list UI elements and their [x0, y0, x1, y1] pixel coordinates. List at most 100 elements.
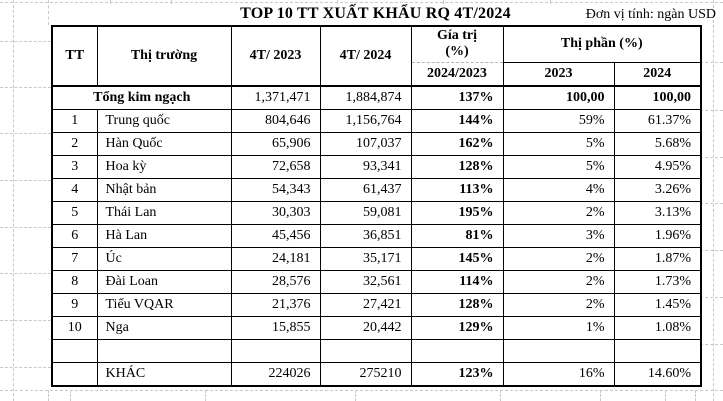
cell-tt[interactable]: 6 — [51, 223, 98, 248]
cell-tt[interactable]: 9 — [51, 292, 98, 317]
cell-value-2023[interactable]: 21,376 — [230, 292, 321, 317]
cell-share-2023[interactable]: 4% — [502, 177, 615, 202]
cell-tt[interactable]: 5 — [51, 200, 98, 225]
cell-value-2023[interactable] — [230, 338, 321, 363]
col-header-value-pct[interactable]: Gía trị (%) — [410, 25, 504, 63]
cell-share-2023[interactable]: 16% — [502, 361, 615, 387]
cell-growth-pct[interactable]: 114% — [410, 269, 504, 294]
cell-share-2024[interactable]: 61.37% — [613, 108, 702, 133]
cell-share-2023[interactable]: 5% — [502, 154, 615, 179]
col-header-share-2024[interactable]: 2024 — [613, 61, 702, 87]
cell-share-2024[interactable]: 1.08% — [613, 315, 702, 340]
cell-share-2024[interactable]: 100,00 — [613, 85, 702, 110]
cell-market[interactable]: Nhật bản — [96, 177, 232, 202]
cell-market[interactable]: Úc — [96, 246, 232, 271]
cell-share-2024[interactable]: 1.96% — [613, 223, 702, 248]
cell-value-2023[interactable]: 30,303 — [230, 200, 321, 225]
cell-value-2023[interactable]: 45,456 — [230, 223, 321, 248]
cell-share-2024[interactable]: 14.60% — [613, 361, 702, 387]
cell-market[interactable]: Hà Lan — [96, 223, 232, 248]
cell-value-2024[interactable]: 1,884,874 — [319, 85, 412, 110]
cell-growth-pct[interactable]: 128% — [410, 292, 504, 317]
col-header-share-pct[interactable]: Thị phần (%) — [502, 25, 702, 63]
cell-tt[interactable]: 3 — [51, 154, 98, 179]
cell-share-2023[interactable]: 59% — [502, 108, 615, 133]
cell-growth-pct[interactable]: 137% — [410, 85, 504, 110]
cell-value-2023[interactable]: 15,855 — [230, 315, 321, 340]
cell-share-2023[interactable]: 2% — [502, 246, 615, 271]
cell-growth-pct[interactable]: 145% — [410, 246, 504, 271]
col-header-share-2023[interactable]: 2023 — [502, 61, 615, 87]
cell-share-2023[interactable]: 2% — [502, 269, 615, 294]
cell-growth-pct[interactable]: 144% — [410, 108, 504, 133]
cell-share-2024[interactable]: 1.45% — [613, 292, 702, 317]
cell-value-2024[interactable]: 275210 — [319, 361, 412, 387]
cell-tt[interactable] — [51, 361, 98, 387]
cell-market[interactable]: Tiểu VQAR — [96, 292, 232, 317]
cell-market[interactable]: Hàn Quốc — [96, 131, 232, 156]
cell-share-2023[interactable]: 2% — [502, 292, 615, 317]
cell-value-2023[interactable]: 65,906 — [230, 131, 321, 156]
col-header-tt[interactable]: TT — [51, 25, 98, 87]
cell-share-2024[interactable]: 1.73% — [613, 269, 702, 294]
cell-value-2023[interactable]: 28,576 — [230, 269, 321, 294]
cell-share-2023[interactable]: 1% — [502, 315, 615, 340]
cell-market[interactable]: Thái Lan — [96, 200, 232, 225]
cell-value-2023[interactable]: 72,658 — [230, 154, 321, 179]
cell-share-2024[interactable]: 3.13% — [613, 200, 702, 225]
cell-value-2024[interactable]: 32,561 — [319, 269, 412, 294]
cell-value-2023[interactable]: 224026 — [230, 361, 321, 387]
cell-tt[interactable]: 2 — [51, 131, 98, 156]
cell-growth-pct[interactable]: 162% — [410, 131, 504, 156]
cell-growth-pct[interactable]: 113% — [410, 177, 504, 202]
cell-growth-pct[interactable]: 81% — [410, 223, 504, 248]
cell-value-2024[interactable]: 61,437 — [319, 177, 412, 202]
cell-market[interactable]: Trung quốc — [96, 108, 232, 133]
cell-tt[interactable] — [51, 338, 98, 363]
col-header-4t-2024[interactable]: 4T/ 2024 — [319, 25, 412, 87]
cell-market[interactable]: Đài Loan — [96, 269, 232, 294]
cell-value-2024[interactable]: 20,442 — [319, 315, 412, 340]
cell-market[interactable] — [96, 338, 232, 363]
cell-value-2024[interactable]: 35,171 — [319, 246, 412, 271]
cell-value-2024[interactable]: 93,341 — [319, 154, 412, 179]
cell-value-2024[interactable]: 107,037 — [319, 131, 412, 156]
cell-growth-pct[interactable]: 129% — [410, 315, 504, 340]
cell-share-2023[interactable]: 5% — [502, 131, 615, 156]
cell-tt[interactable]: 8 — [51, 269, 98, 294]
cell-share-2024[interactable]: 4.95% — [613, 154, 702, 179]
cell-share-2023[interactable]: 2% — [502, 200, 615, 225]
cell-growth-pct[interactable] — [410, 338, 504, 363]
cell-share-2024[interactable]: 3.26% — [613, 177, 702, 202]
cell-value-2024[interactable]: 1,156,764 — [319, 108, 412, 133]
cell-growth-pct[interactable]: 128% — [410, 154, 504, 179]
cell-share-2023[interactable] — [502, 338, 615, 363]
cell-value-2024[interactable] — [319, 338, 412, 363]
cell-tt[interactable]: 7 — [51, 246, 98, 271]
cell-value-2024[interactable]: 59,081 — [319, 200, 412, 225]
cell-share-2024[interactable]: 5.68% — [613, 131, 702, 156]
cell-total-label[interactable]: Tổng kim ngạch — [51, 85, 232, 110]
col-header-4t-2023[interactable]: 4T/ 2023 — [230, 25, 321, 87]
cell-share-2024[interactable] — [613, 338, 702, 363]
cell-value-2023[interactable]: 1,371,471 — [230, 85, 321, 110]
grid-line — [355, 390, 356, 401]
cell-tt[interactable]: 4 — [51, 177, 98, 202]
cell-growth-pct[interactable]: 195% — [410, 200, 504, 225]
cell-value-2024[interactable]: 36,851 — [319, 223, 412, 248]
cell-tt[interactable]: 1 — [51, 108, 98, 133]
cell-value-2023[interactable]: 54,343 — [230, 177, 321, 202]
cell-value-2023[interactable]: 804,646 — [230, 108, 321, 133]
cell-value-2024[interactable]: 27,421 — [319, 292, 412, 317]
cell-market[interactable]: KHÁC — [96, 361, 232, 387]
cell-value-2023[interactable]: 24,181 — [230, 246, 321, 271]
cell-market[interactable]: Hoa kỳ — [96, 154, 232, 179]
cell-market[interactable]: Nga — [96, 315, 232, 340]
cell-share-2024[interactable]: 1.87% — [613, 246, 702, 271]
cell-tt[interactable]: 10 — [51, 315, 98, 340]
col-header-market[interactable]: Thị trường — [96, 25, 232, 87]
col-header-value-pct-sub[interactable]: 2024/2023 — [410, 61, 504, 87]
cell-share-2023[interactable]: 3% — [502, 223, 615, 248]
cell-growth-pct[interactable]: 123% — [410, 361, 504, 387]
cell-share-2023[interactable]: 100,00 — [502, 85, 615, 110]
